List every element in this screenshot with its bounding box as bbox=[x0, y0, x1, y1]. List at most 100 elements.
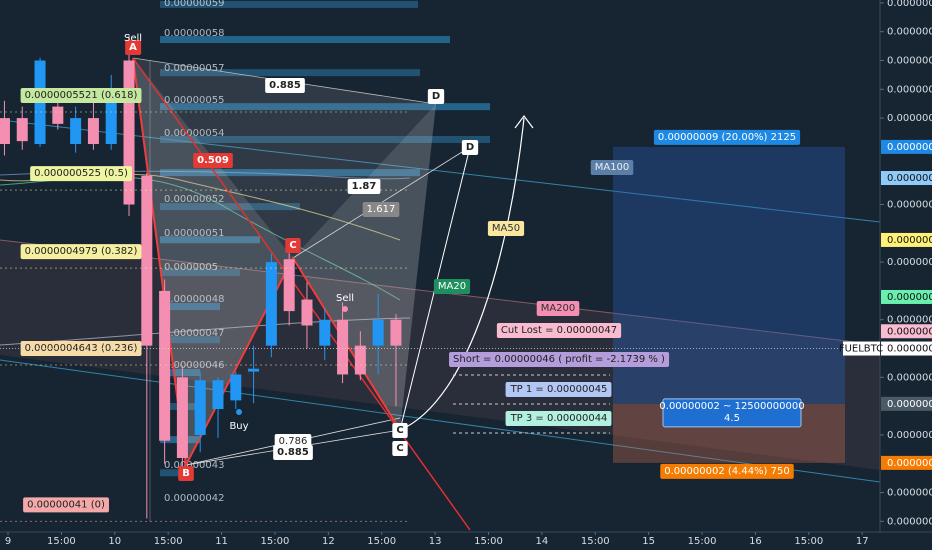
ratio-label-text: 0.509 bbox=[197, 155, 229, 166]
y-tick-label: 0.00000057 bbox=[887, 55, 932, 66]
signal-dot bbox=[342, 306, 348, 312]
candle-body bbox=[372, 319, 384, 346]
y-tick-label: 0.00000042 bbox=[887, 488, 932, 499]
trade-label-text: TP 3 = 0.00000044 bbox=[510, 413, 608, 424]
price-badge-label: 0.00000051 bbox=[887, 235, 932, 246]
profile-bar bbox=[160, 203, 300, 211]
y-tick-label: 0.00000056 bbox=[887, 84, 932, 95]
profile-label: 0.00000059 bbox=[164, 0, 224, 9]
ma-label-text: MA20 bbox=[438, 281, 466, 292]
x-tick-label: 15:00 bbox=[794, 536, 823, 547]
ratio-label bbox=[347, 179, 381, 194]
profile-bar bbox=[160, 336, 220, 344]
candle-body bbox=[52, 106, 64, 124]
annotations: 0.0000005521 (0.618) 0.000000525 (0.5) 0.0… bbox=[0, 33, 880, 522]
position-tool: 0.00000009 (20.00%) 2125 0.00000002 (4.44… bbox=[613, 129, 845, 479]
pattern-fill bbox=[293, 104, 436, 430]
x-tick-label: 15:00 bbox=[261, 536, 290, 547]
price-badge bbox=[881, 396, 932, 411]
y-tick-label: 0.00000050 bbox=[887, 257, 932, 268]
trade-label bbox=[449, 352, 670, 367]
position-center-text: 4.5 bbox=[724, 413, 740, 424]
price-badge-label: 0.00000048 bbox=[887, 326, 932, 337]
ma-label bbox=[536, 301, 580, 316]
ratio-label bbox=[265, 78, 305, 93]
trade-label-text: Short = 0.00000046 ( profit = -2.1739 % … bbox=[453, 354, 665, 365]
candle-body bbox=[141, 175, 153, 346]
pattern-label bbox=[178, 466, 194, 481]
candle-body bbox=[194, 380, 206, 435]
profile-label: 0.00000046 bbox=[164, 360, 224, 371]
ratio-label-text: 0.786 bbox=[279, 436, 308, 447]
candle-body bbox=[16, 118, 28, 142]
fib-label-text: 0.0000005521 (0.618) bbox=[25, 90, 138, 101]
candle-body bbox=[390, 319, 402, 346]
ma-label bbox=[590, 160, 634, 175]
pattern-label-text: C bbox=[289, 240, 296, 251]
candle-body bbox=[283, 259, 295, 312]
signal-dot bbox=[236, 409, 242, 415]
profile-bar bbox=[160, 303, 220, 311]
profile-label: 0.00000043 bbox=[164, 460, 224, 471]
price-badge bbox=[881, 171, 932, 186]
position-center-text: 0.00000002 ~ 12500000000 bbox=[659, 401, 804, 412]
ma-label bbox=[487, 221, 525, 236]
trade-label bbox=[505, 382, 612, 397]
profile-label: 0.00000048 bbox=[164, 294, 224, 305]
candle-body bbox=[230, 374, 242, 401]
axes: 0.00000059 0.00000058 0.00000057 0.00000056… bbox=[5, 0, 932, 547]
x-tick-label: 15:00 bbox=[154, 536, 183, 547]
profile-bar bbox=[160, 269, 240, 277]
candle-body bbox=[354, 345, 366, 375]
pattern-label-text: A bbox=[129, 42, 137, 53]
fib-label-text: 0.0000004979 (0.382) bbox=[25, 246, 138, 257]
ma-line bbox=[0, 317, 411, 346]
price-badge-label: 0.00000054 bbox=[887, 142, 932, 153]
ratio-label-text: 0.885 bbox=[269, 80, 301, 91]
x-tick-label: 11 bbox=[215, 536, 228, 547]
x-tick-label: 10 bbox=[108, 536, 121, 547]
price-badge bbox=[881, 455, 932, 470]
y-tick-label: 0.00000059 bbox=[887, 0, 932, 9]
fib-label bbox=[20, 88, 142, 104]
signal-label: Buy bbox=[229, 421, 248, 432]
red-line bbox=[132, 57, 471, 531]
ratio-label bbox=[273, 445, 313, 460]
fib-label-text: 0.000000525 (0.5) bbox=[34, 168, 128, 179]
x-tick-label: 15:00 bbox=[474, 536, 503, 547]
pattern-fill bbox=[133, 58, 436, 258]
x-tick-label: 13 bbox=[429, 536, 442, 547]
trade-label-text: Cut Lost = 0.00000047 bbox=[501, 325, 617, 336]
x-tick-label: 15:00 bbox=[367, 536, 396, 547]
candles bbox=[0, 34, 402, 519]
profile-bar bbox=[160, 236, 260, 244]
pattern-label-text: C bbox=[396, 443, 403, 454]
profile-bar bbox=[160, 469, 190, 477]
ma-label-text: MA200 bbox=[541, 303, 576, 314]
price-badge-label: 0.00000043 bbox=[887, 458, 932, 469]
trade-label bbox=[505, 411, 612, 426]
x-tick-label: 15:00 bbox=[581, 536, 610, 547]
candle-body bbox=[248, 368, 260, 372]
x-tick-label: 15:00 bbox=[47, 536, 76, 547]
fib-label-text: 0.00000041 (0) bbox=[27, 499, 105, 510]
pattern-label bbox=[125, 40, 142, 55]
symbol-label: FUELBTC bbox=[839, 344, 883, 355]
ratio-label-text: 0.885 bbox=[277, 447, 309, 458]
profile-label: 0.00000042 bbox=[164, 493, 224, 504]
profile-bar bbox=[160, 369, 200, 377]
ratio-label-text: 1.617 bbox=[367, 204, 396, 215]
position-center bbox=[662, 398, 802, 428]
x-tick-label: 14 bbox=[536, 536, 549, 547]
price-badge-label: 0.00000049 bbox=[887, 292, 932, 303]
x-tick-label: 17 bbox=[856, 536, 869, 547]
candle-body bbox=[319, 319, 331, 346]
candle-body bbox=[105, 89, 117, 145]
x-tick-label: 16 bbox=[749, 536, 762, 547]
y-tick-label: 0.00000058 bbox=[887, 27, 932, 38]
profile-label: 0.00000054 bbox=[164, 128, 224, 139]
price-badge bbox=[881, 139, 932, 154]
profile-label: 0.00000058 bbox=[164, 28, 224, 39]
ratio-label-text: 1.87 bbox=[352, 181, 377, 192]
